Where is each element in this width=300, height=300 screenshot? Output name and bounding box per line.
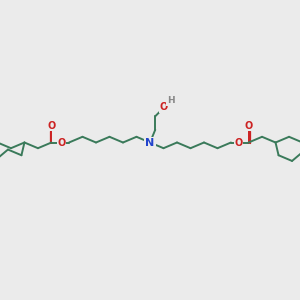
Text: O: O xyxy=(47,121,56,130)
Text: N: N xyxy=(146,137,154,148)
Text: O: O xyxy=(244,121,253,130)
Text: H: H xyxy=(167,96,175,105)
Text: O: O xyxy=(234,137,243,148)
Text: O: O xyxy=(57,137,66,148)
Text: O: O xyxy=(159,102,168,112)
